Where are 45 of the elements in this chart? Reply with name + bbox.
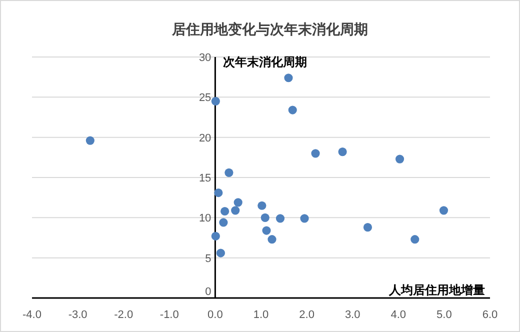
point — [86, 136, 94, 145]
point — [258, 201, 266, 210]
x-tick-label: 0.0 — [208, 309, 223, 321]
y-tick-label: 5 — [205, 252, 212, 265]
point — [284, 74, 293, 82]
chart-title: 居住用地变化与次年末消化周期 — [171, 21, 368, 37]
y-axis-title: 次年末消化周期 — [223, 55, 308, 69]
point — [211, 96, 220, 106]
x-tick-label: -3.0 — [68, 309, 88, 321]
point — [214, 188, 223, 198]
y-tick-label: 20 — [198, 132, 212, 144]
point — [262, 226, 271, 235]
point — [216, 248, 225, 258]
x-tick-label: -4.0 — [22, 309, 42, 321]
point — [288, 106, 297, 114]
point — [311, 149, 320, 158]
x-tick-label: 6.0 — [482, 309, 498, 321]
point — [268, 235, 276, 244]
x-tick-label: -2.0 — [114, 309, 134, 321]
point — [224, 168, 234, 177]
x-tick-label: 3.0 — [344, 309, 360, 321]
point — [410, 235, 420, 244]
y-tick-label: 25 — [198, 92, 212, 104]
y-tick-label: 10 — [198, 212, 212, 225]
x-tick-label: 1.0 — [253, 309, 269, 321]
y-tick-label: 0 — [205, 286, 212, 298]
point — [395, 154, 404, 164]
point — [338, 147, 347, 156]
point — [276, 214, 285, 223]
point — [234, 198, 242, 207]
point — [219, 218, 228, 227]
point — [439, 206, 448, 215]
point — [220, 206, 230, 216]
x-tick-label: -1.0 — [160, 309, 179, 321]
point — [363, 223, 372, 232]
point — [211, 232, 220, 240]
point — [231, 206, 240, 215]
point — [260, 213, 270, 222]
x-tick-label: 5.0 — [436, 309, 452, 321]
x-axis-title: 人均居住用地增量 — [388, 283, 485, 297]
point — [300, 214, 309, 223]
y-tick-label: 15 — [198, 172, 212, 184]
x-tick-label: 4.0 — [390, 309, 406, 321]
x-tick-label: 2.0 — [299, 309, 314, 321]
y-tick-label: 30 — [198, 52, 212, 64]
